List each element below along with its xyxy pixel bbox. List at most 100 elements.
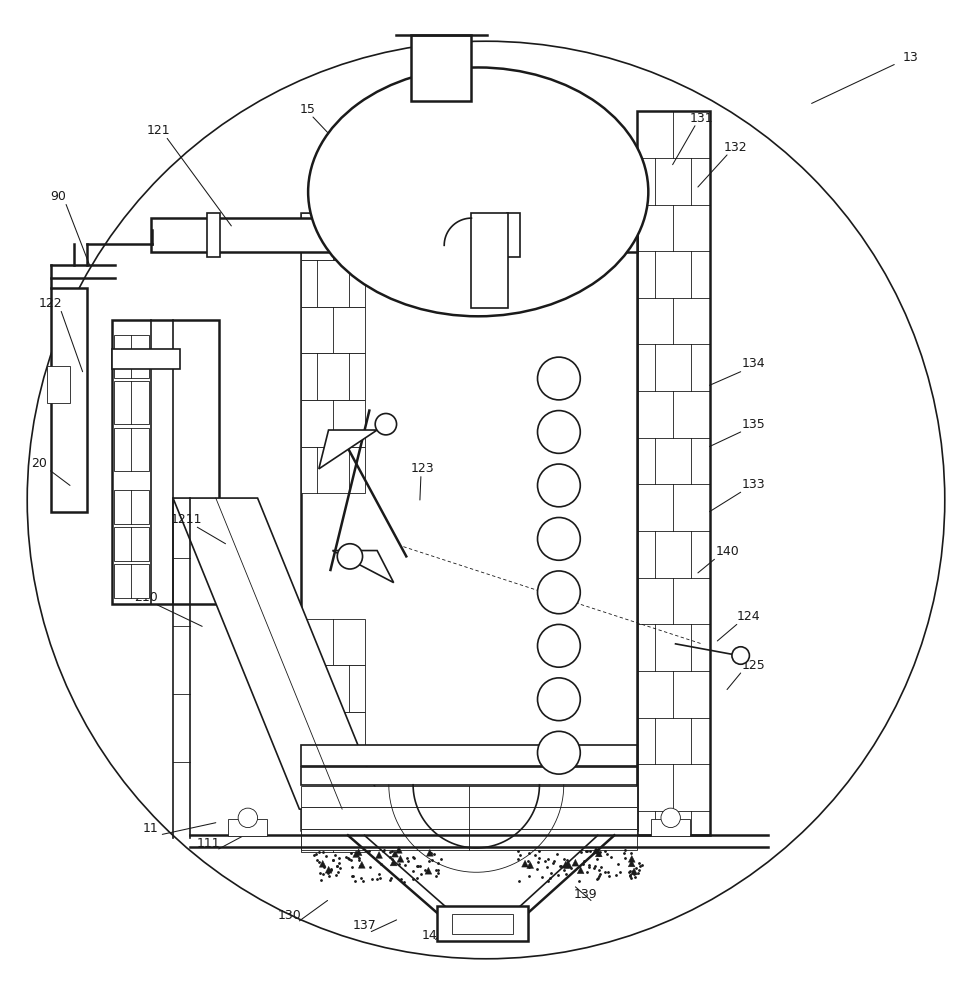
Point [338,849,354,865]
Point [579,843,595,859]
Text: 125: 125 [742,659,765,672]
Circle shape [337,544,363,569]
Bar [112,320,219,604]
Point [582,843,598,859]
Point [405,863,421,879]
Text: 131: 131 [690,112,713,125]
Bar [301,805,364,852]
Bar [301,213,364,260]
Text: 13: 13 [903,51,919,64]
Point [592,844,608,860]
Polygon shape [565,861,572,868]
Point [521,868,537,884]
Polygon shape [596,850,603,857]
Point [329,867,344,883]
Point [623,868,639,884]
Polygon shape [390,859,397,866]
Point [608,867,623,883]
Point [559,852,574,868]
Point [391,856,406,872]
Point [345,868,361,884]
Bar [301,213,637,830]
Point [310,852,326,868]
Point [356,873,371,889]
Bar [301,447,364,493]
Point [431,855,446,871]
Point [318,848,333,864]
Point [522,857,538,873]
Circle shape [538,464,580,507]
Point [532,850,547,866]
Point [409,858,425,874]
Point [512,847,528,863]
Bar [301,665,364,712]
Point [587,858,603,874]
Point [345,868,361,884]
Text: 111: 111 [197,837,221,850]
Point [363,859,378,875]
Point [578,843,594,859]
Polygon shape [572,859,578,866]
Point [627,866,642,882]
Point [353,858,368,874]
Polygon shape [353,851,360,857]
Point [410,870,426,886]
Point [423,845,438,861]
Point [635,857,650,873]
Polygon shape [396,846,402,853]
Point [399,853,415,869]
Point [413,866,429,882]
Point [542,870,558,886]
Point [373,856,389,872]
Point [597,843,612,859]
Bar [151,218,637,252]
Polygon shape [425,867,432,874]
Point [332,860,348,876]
Point [330,858,345,874]
Circle shape [732,647,749,664]
Point [326,852,341,868]
Circle shape [375,413,397,435]
Point [306,847,322,863]
Bar [114,564,149,598]
Point [347,873,363,889]
Bar [637,111,710,835]
Bar [301,829,637,850]
Text: 121: 121 [147,124,170,137]
Text: 15: 15 [299,103,315,116]
Bar [301,260,364,307]
Polygon shape [392,850,399,857]
Point [364,871,380,887]
Point [375,843,391,859]
Point [311,844,327,860]
Point [539,851,555,867]
Text: 11: 11 [143,822,158,835]
Point [430,862,445,878]
Bar [301,619,364,665]
Text: 122: 122 [39,297,62,310]
Point [320,865,335,881]
Point [556,851,572,867]
Text: 135: 135 [742,418,765,431]
Point [405,849,421,865]
Point [351,852,366,868]
Bar [301,786,637,807]
Point [315,844,330,860]
Point [522,845,538,861]
Point [343,852,359,868]
Point [330,864,346,880]
Polygon shape [173,498,384,809]
Point [581,857,597,873]
Circle shape [538,411,580,453]
Point [340,850,356,866]
Bar [112,349,180,369]
Bar [301,353,364,400]
Point [581,859,597,875]
Point [330,850,346,866]
Point [376,842,392,858]
Circle shape [538,517,580,560]
Point [589,851,605,867]
Point [573,844,588,860]
Point [397,874,412,890]
Circle shape [661,808,680,828]
